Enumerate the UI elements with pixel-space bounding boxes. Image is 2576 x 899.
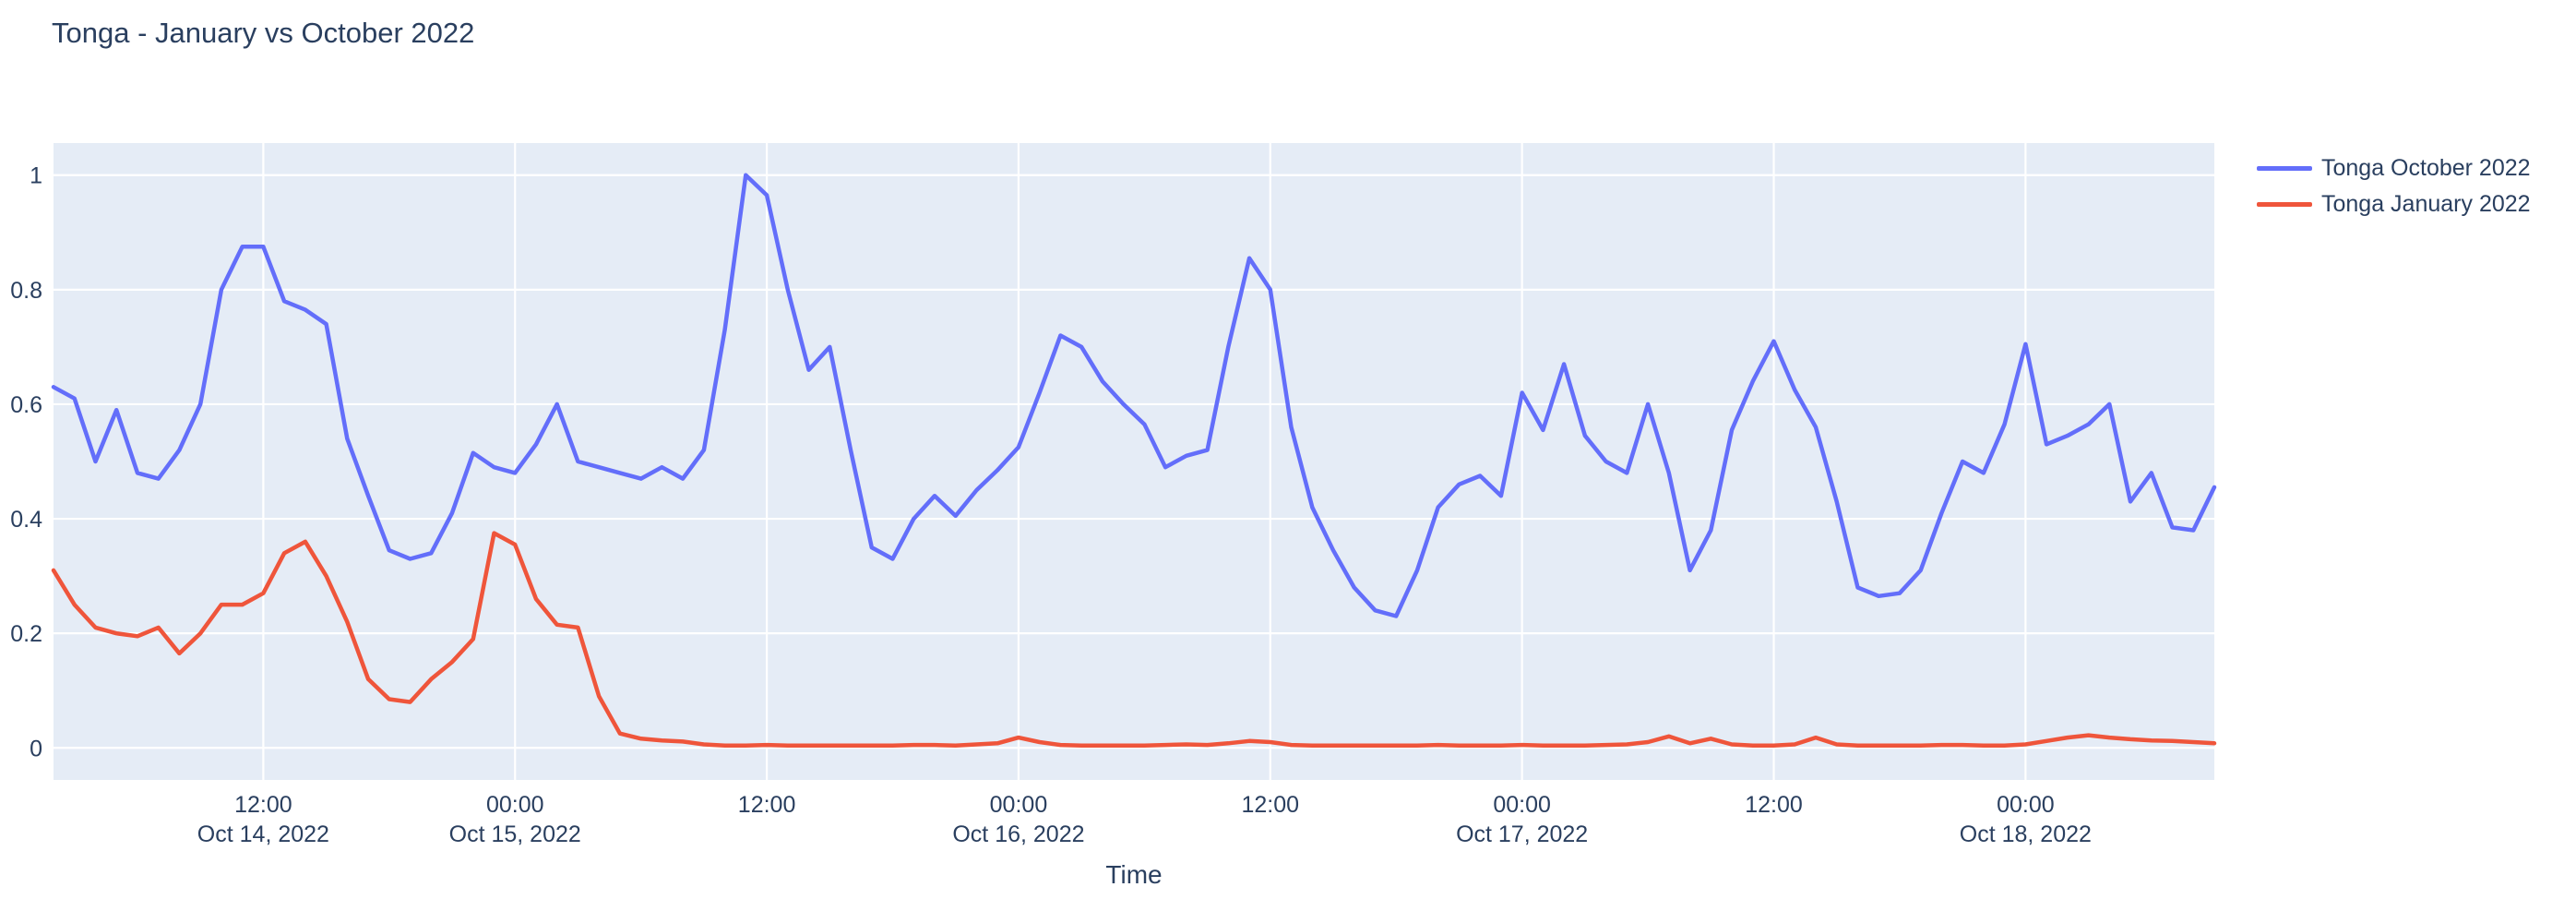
svg-text:0.6: 0.6 [10, 392, 42, 418]
svg-text:12:00: 12:00 [234, 792, 292, 818]
svg-text:0.2: 0.2 [10, 621, 42, 647]
y-gridlines [54, 174, 2214, 749]
svg-text:1: 1 [30, 163, 42, 189]
svg-text:Oct 17, 2022: Oct 17, 2022 [1456, 821, 1588, 847]
svg-text:Oct 16, 2022: Oct 16, 2022 [952, 821, 1084, 847]
legend: Tonga October 2022 Tonga January 2022 [2257, 150, 2531, 222]
legend-item-january[interactable]: Tonga January 2022 [2257, 186, 2531, 222]
svg-text:12:00: 12:00 [1745, 792, 1803, 818]
october-line-icon [2257, 166, 2312, 171]
svg-text:Oct 18, 2022: Oct 18, 2022 [1960, 821, 2092, 847]
legend-label-january: Tonga January 2022 [2321, 191, 2531, 217]
svg-text:00:00: 00:00 [990, 792, 1048, 818]
x-tick-labels: 12:00 Oct 14, 2022 00:00 Oct 15, 2022 12:00 0… [197, 792, 2092, 847]
legend-item-october[interactable]: Tonga October 2022 [2257, 150, 2531, 186]
x-axis-title: Time [1105, 860, 1162, 889]
tonga-january-2022-line[interactable] [51, 531, 2217, 749]
svg-text:00:00: 00:00 [486, 792, 544, 818]
svg-text:0.4: 0.4 [10, 507, 42, 533]
svg-text:00:00: 00:00 [1493, 792, 1551, 818]
tonga-october-2022-line[interactable] [51, 173, 2217, 618]
plot-background [54, 143, 2214, 780]
january-line-icon [2257, 202, 2312, 207]
svg-text:Oct 14, 2022: Oct 14, 2022 [197, 821, 329, 847]
svg-text:Oct 15, 2022: Oct 15, 2022 [449, 821, 581, 847]
svg-text:0.8: 0.8 [10, 278, 42, 304]
svg-text:12:00: 12:00 [1242, 792, 1300, 818]
svg-text:0: 0 [30, 736, 42, 761]
y-tick-labels: 0 0.2 0.4 0.6 0.8 1 [10, 163, 42, 762]
legend-label-october: Tonga October 2022 [2321, 155, 2531, 181]
svg-text:12:00: 12:00 [738, 792, 796, 818]
page-title: Tonga - January vs October 2022 [52, 17, 475, 49]
svg-text:00:00: 00:00 [1997, 792, 2055, 818]
